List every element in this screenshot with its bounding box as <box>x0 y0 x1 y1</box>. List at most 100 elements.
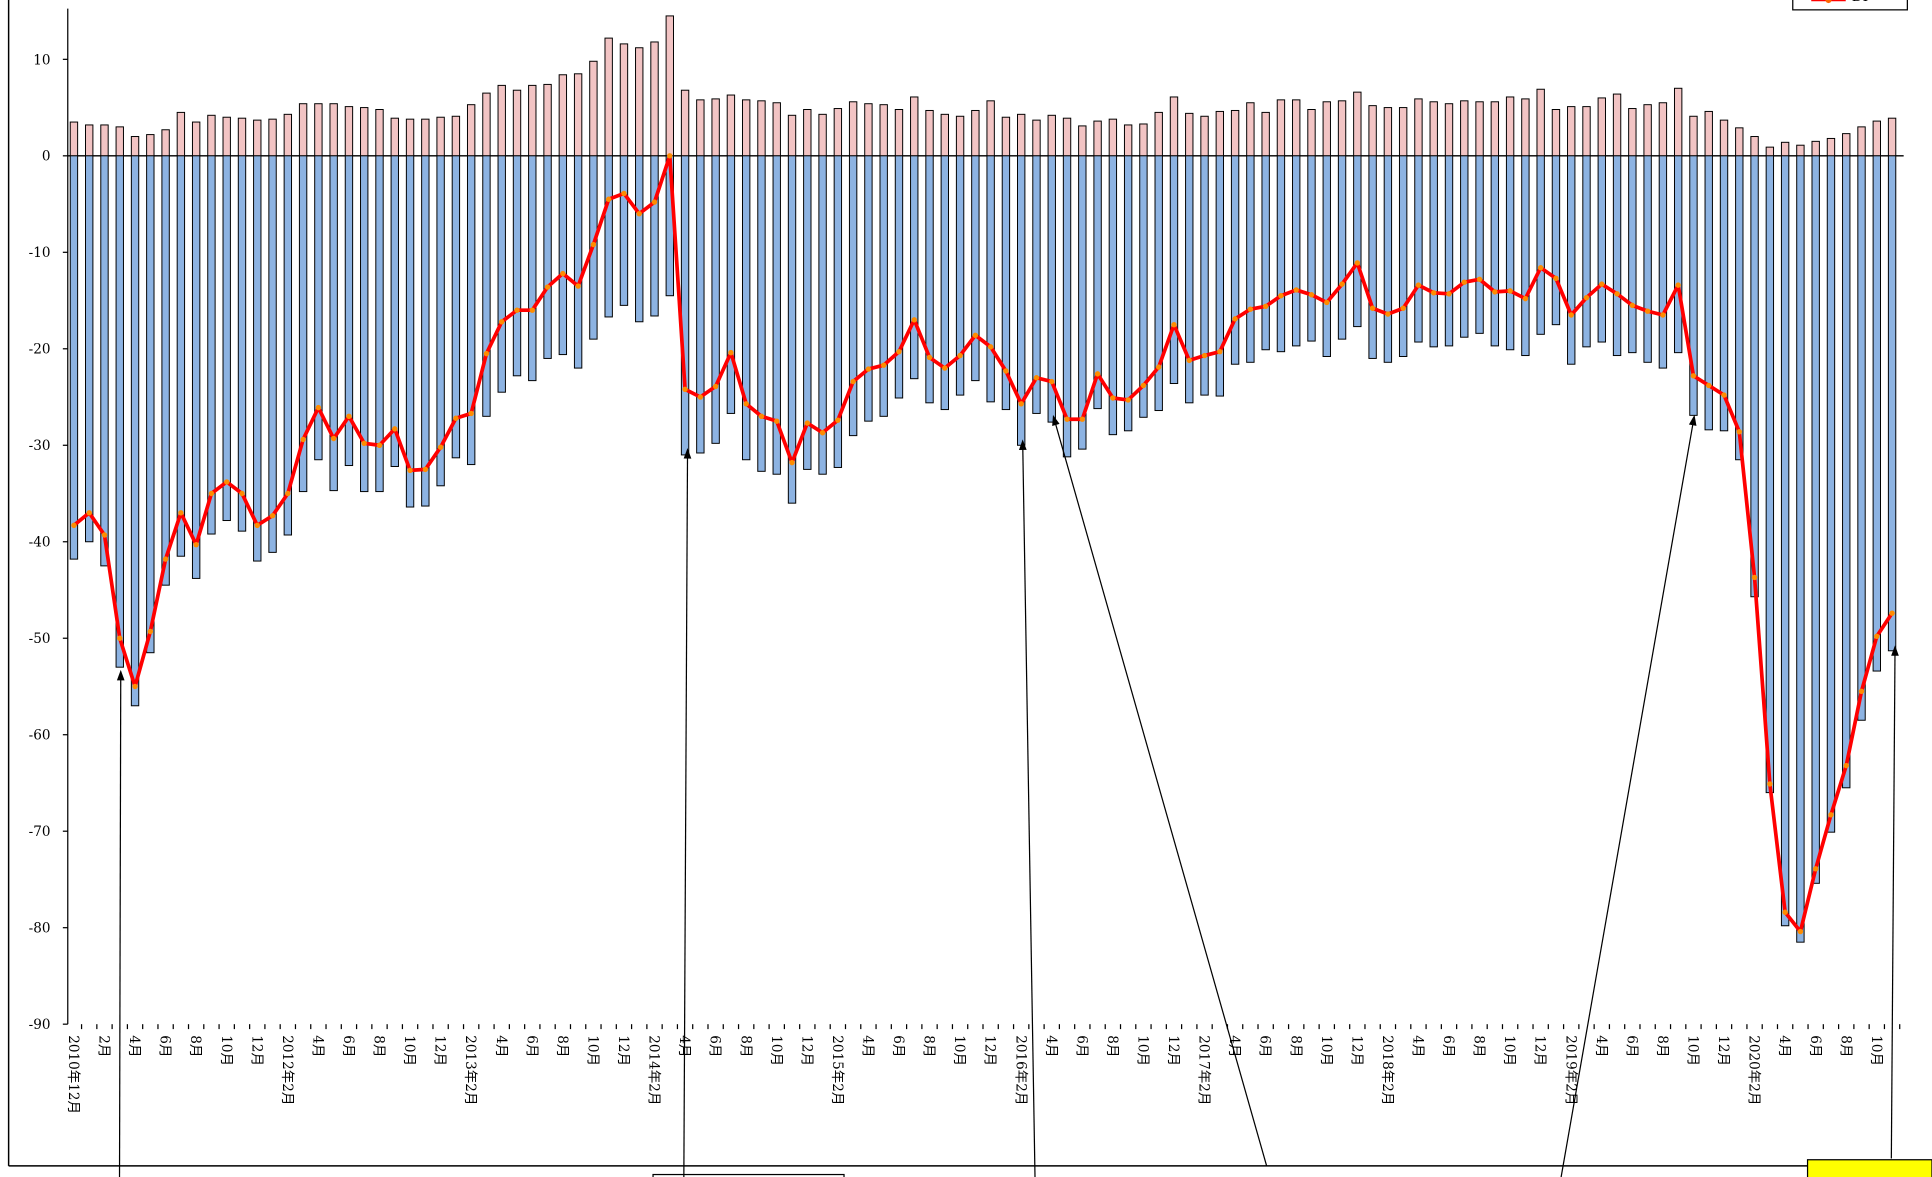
point <box>1721 392 1727 398</box>
bar <box>1567 106 1576 157</box>
bar <box>635 47 644 157</box>
bar <box>1261 155 1270 351</box>
bar <box>1139 123 1148 157</box>
bar <box>100 155 109 567</box>
bar <box>390 155 399 467</box>
bar <box>1597 155 1606 343</box>
bar <box>1337 100 1347 157</box>
bar <box>344 106 354 157</box>
bar <box>512 155 522 377</box>
bar <box>1398 107 1408 157</box>
bar <box>1353 155 1362 328</box>
highlight-box <box>1806 1159 1932 1177</box>
y-tick-label: -30 <box>29 438 51 454</box>
x-tick-label: 2020年2月 <box>1746 1035 1762 1105</box>
bar <box>1139 155 1148 418</box>
bar <box>1582 155 1591 348</box>
bar <box>1292 155 1301 347</box>
x-tick-label: 10月 <box>1868 1035 1884 1066</box>
point <box>1599 281 1605 287</box>
bar <box>1169 155 1179 385</box>
bar <box>1704 110 1713 157</box>
point <box>957 352 963 359</box>
bar <box>1398 155 1408 357</box>
bar <box>1108 118 1118 157</box>
bar <box>1215 155 1225 397</box>
bar <box>1169 96 1179 157</box>
point <box>346 413 352 420</box>
bar <box>1276 99 1286 157</box>
bar <box>1383 155 1393 363</box>
bar <box>1628 108 1637 157</box>
x-tick-label: 10月 <box>1135 1035 1151 1066</box>
bar <box>1322 101 1331 157</box>
bar <box>864 155 873 422</box>
bar <box>787 155 797 504</box>
y-tick-label: -10 <box>29 245 51 261</box>
point <box>376 442 383 448</box>
bar <box>741 155 751 461</box>
bar <box>1719 119 1729 157</box>
x-tick-label: 8月 <box>1104 1035 1120 1057</box>
bar <box>1765 146 1775 157</box>
bar <box>1093 120 1102 157</box>
point <box>1049 378 1055 385</box>
x-tick-label: 6月 <box>1440 1035 1456 1057</box>
point <box>1797 928 1804 935</box>
x-tick-label: 6月 <box>1807 1035 1823 1057</box>
x-tick-label: 2015年2月 <box>829 1035 845 1105</box>
bar <box>955 115 965 157</box>
bar <box>1475 101 1484 157</box>
bar <box>772 102 781 157</box>
point <box>1537 265 1544 271</box>
point <box>1751 574 1758 581</box>
x-tick-label: 10月 <box>951 1035 967 1066</box>
x-tick-label: 6月 <box>157 1035 173 1057</box>
point <box>575 283 581 289</box>
bar <box>1796 155 1805 943</box>
point <box>636 210 642 217</box>
point <box>1736 429 1743 435</box>
bar <box>207 114 216 157</box>
point <box>361 440 367 447</box>
y-tick-label: 0 <box>42 149 51 165</box>
point <box>605 196 612 202</box>
x-tick-label: 12月 <box>1715 1035 1731 1066</box>
point <box>1614 291 1620 297</box>
bar <box>1200 155 1209 396</box>
bar <box>1505 155 1515 351</box>
point <box>544 284 551 290</box>
bar <box>405 155 415 508</box>
bar <box>421 155 430 507</box>
bar <box>528 155 537 382</box>
bar <box>696 99 705 157</box>
x-tick-label: 8月 <box>371 1035 387 1057</box>
x-tick-label: 12月 <box>1532 1035 1548 1066</box>
bar <box>1597 97 1606 157</box>
bar <box>314 103 323 157</box>
point <box>758 413 765 420</box>
point <box>1629 302 1636 309</box>
bar <box>497 155 506 393</box>
bar <box>910 96 919 157</box>
point <box>193 541 199 548</box>
bar <box>1780 141 1790 157</box>
bar <box>1444 155 1454 347</box>
bar <box>1475 155 1484 334</box>
bar <box>1796 144 1805 157</box>
bar <box>650 41 659 157</box>
bar <box>1368 105 1377 157</box>
x-tick-label: 8月 <box>1654 1035 1670 1057</box>
bar <box>1521 98 1530 157</box>
point <box>1706 382 1712 389</box>
legend: DI <box>1792 0 1908 11</box>
point <box>1110 395 1116 401</box>
y-tick-label: -80 <box>29 921 51 937</box>
bar <box>573 73 583 157</box>
bar <box>1612 93 1622 157</box>
bar <box>1154 155 1163 412</box>
bar <box>1505 96 1515 157</box>
x-tick-label: 4月 <box>1593 1035 1609 1057</box>
bar <box>1551 109 1561 157</box>
x-tick-label: 6月 <box>707 1035 723 1057</box>
